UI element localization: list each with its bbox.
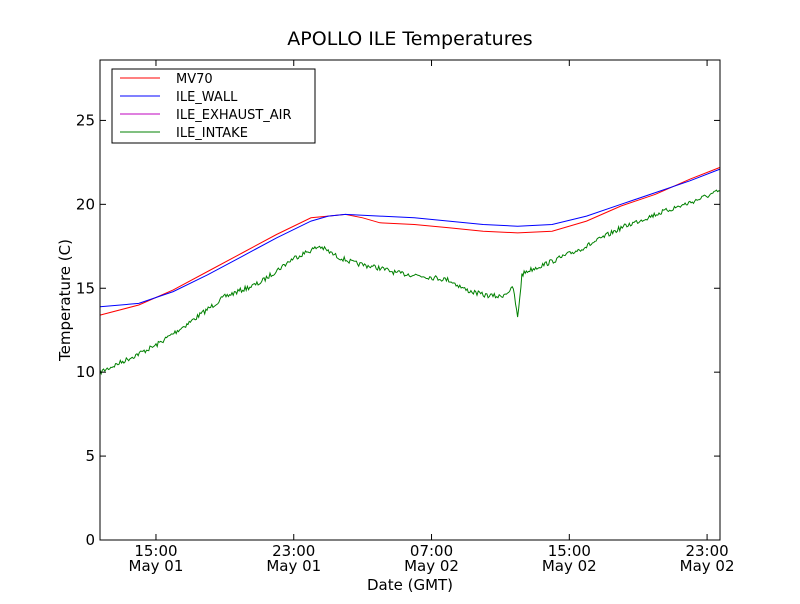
chart-title: APOLLO ILE Temperatures [287, 28, 532, 50]
y-tick-label: 5 [85, 447, 95, 465]
y-tick-label: 25 [76, 111, 95, 129]
series-line-ile-intake [99, 189, 721, 376]
series-layer [99, 166, 721, 376]
legend-label: ILE_WALL [176, 90, 238, 105]
x-tick-label-date: May 02 [542, 557, 597, 575]
y-axis: 0 5 10 15 20 25 [76, 111, 720, 549]
x-tick-label-time: 23:00 [685, 542, 728, 560]
x-tick-label-date: May 02 [680, 557, 735, 575]
series-line-ile-wall [99, 168, 721, 308]
y-tick-label: 10 [76, 363, 95, 381]
axes-frame [99, 59, 721, 541]
x-axis-label: Date (GMT) [367, 576, 453, 594]
legend-label: ILE_EXHAUST_AIR [176, 108, 292, 123]
y-tick-label: 0 [85, 531, 95, 549]
y-tick-label: 20 [76, 195, 95, 213]
y-axis-label: Temperature (C) [56, 239, 74, 362]
x-tick-label-time: 15:00 [548, 542, 591, 560]
legend-label: ILE_INTAKE [176, 126, 248, 141]
legend-label: MV70 [176, 72, 213, 87]
x-tick-label-date: May 02 [404, 557, 459, 575]
x-tick-label-time: 23:00 [272, 542, 315, 560]
x-tick-label-time: 15:00 [134, 542, 177, 560]
legend-box [111, 68, 316, 144]
x-tick-label-date: May 01 [129, 557, 184, 575]
x-tick-label-time: 07:00 [410, 542, 453, 560]
series-line-mv70 [99, 166, 721, 316]
legend: MV70 ILE_WALL ILE_EXHAUST_AIR ILE_INTAKE [111, 68, 316, 144]
x-tick-label-date: May 01 [266, 557, 321, 575]
y-tick-label: 15 [76, 279, 95, 297]
